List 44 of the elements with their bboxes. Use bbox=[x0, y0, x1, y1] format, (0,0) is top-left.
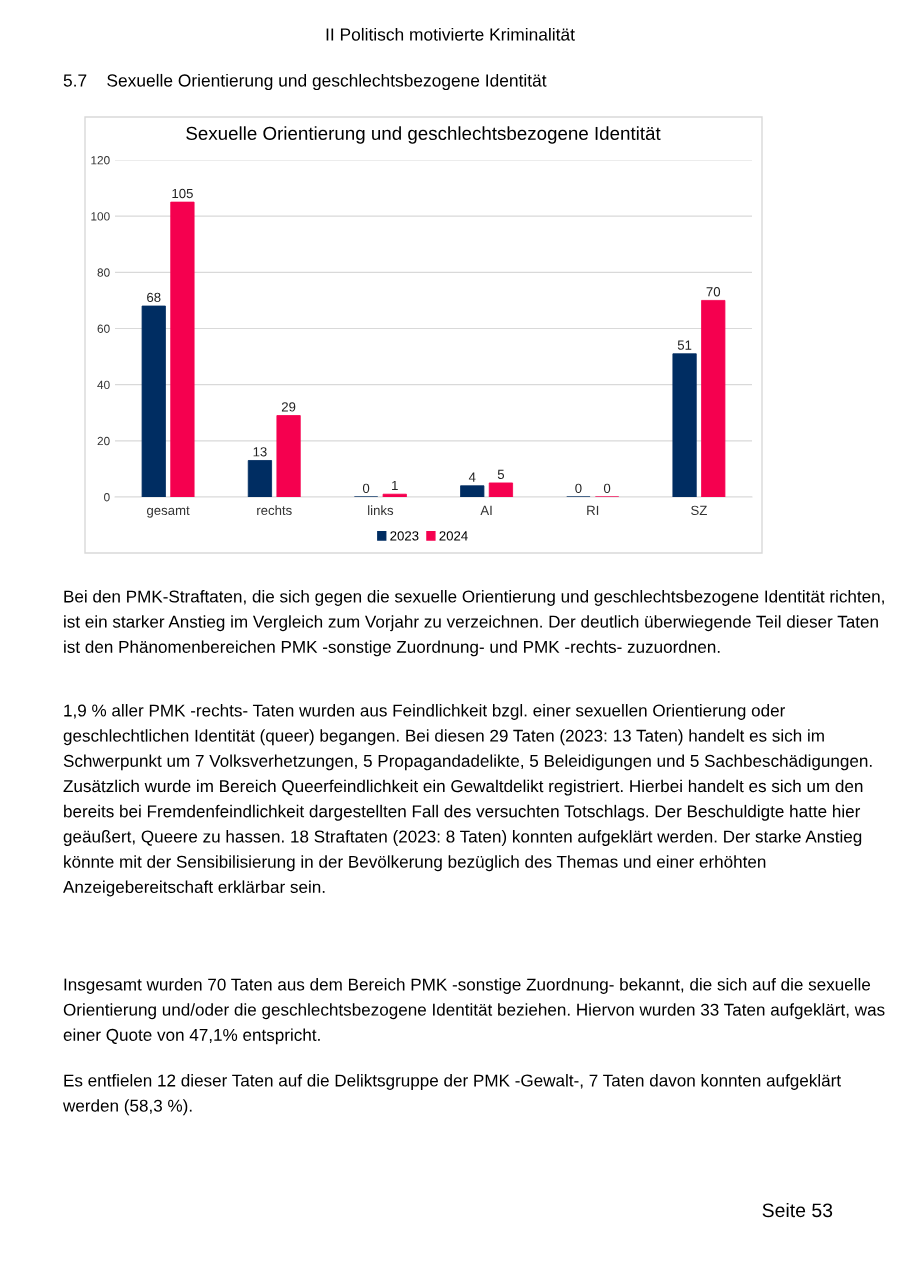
data-label: 13 bbox=[253, 447, 267, 457]
y-tick-label: 80 bbox=[97, 268, 110, 277]
data-label: 68 bbox=[147, 292, 161, 303]
text: Seite 53 bbox=[762, 1202, 833, 1218]
data-label: 0 bbox=[603, 483, 611, 493]
bar bbox=[672, 353, 697, 497]
data-label: 51 bbox=[677, 340, 692, 350]
text: Insgesamt wurden 70 Taten aus dem Bereich PMK -sonstige Zuordnung- bekannt, die sich auf die sexuelle Orientierung und/oder die geschlechtsbezogene Identität beziehen. Hiervon wurden 33 Taten aufgeklärt, was einer Quote von 47,1% entspricht. bbox=[63, 978, 885, 1045]
y-tick-label: 0 bbox=[104, 493, 110, 502]
y-tick-label: 100 bbox=[91, 212, 110, 221]
bar bbox=[170, 201, 195, 497]
bar bbox=[382, 493, 407, 497]
x-tick-label: RI bbox=[587, 505, 599, 515]
text: 1,9 % aller PMK -rechts- Taten wurden aus Feindlichkeit bzgl. einer sexuellen Orientierung oder geschlechtlichen Identität (queer) begangen. Bei diesen 29 Taten (2023: 13 Taten) handelt es sich im Schwerpunkt um 7 Volksverhetzungen, 5 Propagandadelikte, 5 Beleidigungen und 5 Sachbeschädigungen. Zusätzlich wurde im Bereich Queerfeindlichkeit ein Gewaltdelikt registriert. Hierbei handelt es sich um den bereits bei Fremdenfeindlichkeit dargestellten Fall des versuchten Totschlags. Der Beschuldigte hatte hier geäußert, Queere zu hassen. 18 Straftaten (2023: 8 Taten) konnten aufgeklärt werden. Der starke Anstieg könnte mit der Sensibilisierung in der Bevölkerung bezüglich des Themas und einer erhöhten Anzeigebereitschaft erklärbar sein. bbox=[63, 704, 872, 897]
data-label: 0 bbox=[362, 483, 370, 493]
data-label: 1 bbox=[392, 480, 398, 491]
x-tick-label: AI bbox=[480, 505, 492, 515]
bar bbox=[141, 305, 166, 497]
bar bbox=[701, 300, 726, 497]
data-label: 4 bbox=[468, 472, 476, 482]
legend-label: 2023 bbox=[390, 531, 419, 541]
legend-label: 2024 bbox=[439, 531, 468, 541]
text: II Politisch motivierte Kriminalität bbox=[326, 27, 575, 41]
bar bbox=[460, 485, 485, 497]
bar bbox=[488, 482, 514, 497]
data-label: 0 bbox=[575, 483, 582, 493]
x-tick-label: gesamt bbox=[147, 506, 190, 518]
y-tick-label: 60 bbox=[97, 324, 110, 333]
y-tick-label: 20 bbox=[97, 436, 110, 446]
bar bbox=[247, 460, 273, 497]
text: Es entfielen 12 dieser Taten auf die Deliktsgruppe der PMK -Gewalt-, 7 Taten davon konnten aufgeklärt werden (58,3 %). bbox=[62, 1074, 841, 1116]
data-label: 70 bbox=[706, 287, 721, 297]
x-tick-label: SZ bbox=[691, 505, 707, 516]
x-tick-label: links bbox=[368, 505, 394, 516]
text: Bei den PMK-Straftaten, die sich gegen die sexuelle Orientierung und geschlechtsbezogene Identität richten, ist ein starker Anstieg im Vergleich zum Vorjahr zu verzeichnen. Der deutlich überwiegende Teil dieser Taten ist den Phänomenbereichen PMK -sonstige Zuordnung- und PMK -rechts- zuzuordnen. bbox=[64, 590, 884, 657]
data-label: 105 bbox=[172, 188, 193, 199]
y-tick-label: 120 bbox=[91, 156, 110, 165]
y-tick-label: 40 bbox=[97, 380, 110, 390]
bar bbox=[276, 415, 301, 497]
x-tick-label: rechts bbox=[257, 505, 292, 516]
data-label: 5 bbox=[497, 469, 505, 479]
text: 5.7 Sexuelle Orientierung und geschlechtsbezogene Identität bbox=[63, 73, 547, 91]
chart-title: Sexuelle Orientierung und geschlechtsbezogene Identität bbox=[186, 126, 661, 144]
data-label: 29 bbox=[281, 402, 296, 412]
